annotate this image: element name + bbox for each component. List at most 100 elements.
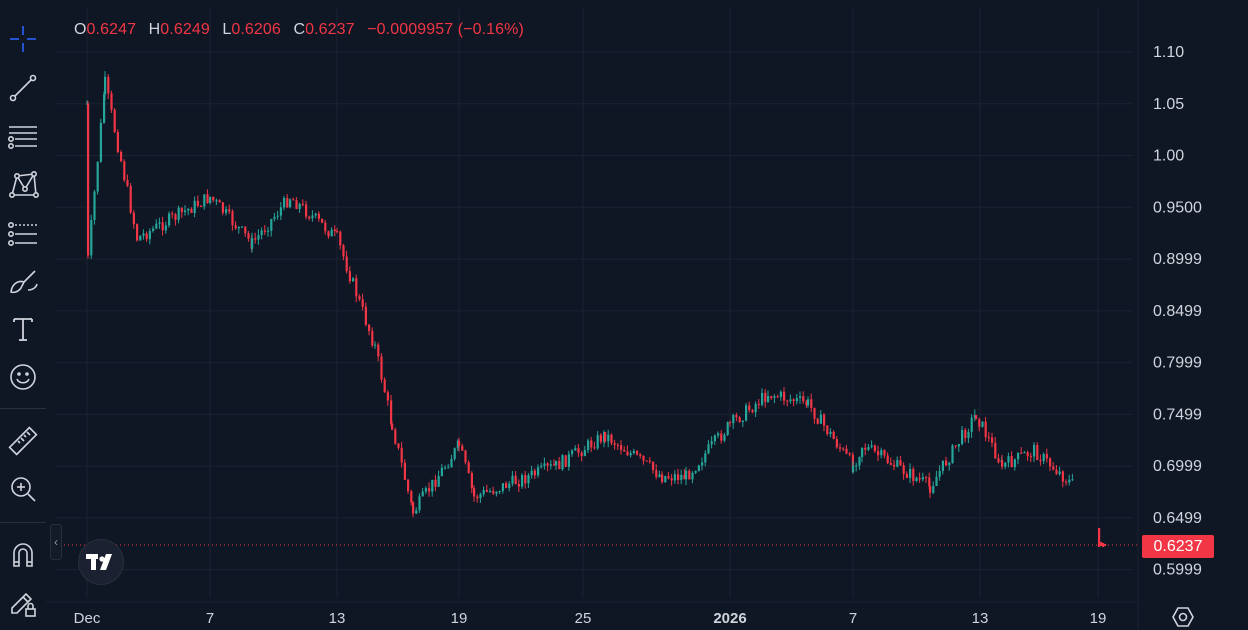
candle-body	[546, 463, 549, 466]
candle-body	[574, 448, 577, 451]
candle-body	[479, 494, 482, 499]
candle-body	[994, 442, 997, 459]
magnet-tool[interactable]	[4, 536, 42, 574]
candle-body	[1001, 460, 1004, 467]
candle-body	[203, 194, 206, 207]
candle-body	[96, 161, 99, 192]
candle-body	[1061, 471, 1064, 482]
candle-body	[713, 435, 716, 442]
candle-body	[792, 399, 795, 402]
candle-body	[896, 460, 899, 467]
candle-body	[729, 422, 732, 424]
candle-body	[767, 396, 770, 402]
candle-body	[852, 465, 855, 473]
candle-body	[456, 440, 459, 449]
crosshair-icon	[10, 26, 36, 52]
x-tick-label: 2026	[713, 610, 746, 627]
candle-body	[748, 405, 751, 411]
candle-body	[918, 477, 921, 480]
candle-body	[540, 465, 543, 468]
ruler-tool[interactable]	[4, 422, 42, 460]
candle-body	[587, 440, 590, 451]
collapse-toolbar-button[interactable]: ‹	[50, 524, 62, 560]
candle-body	[489, 490, 492, 492]
chart-grid	[46, 0, 1139, 630]
candle-body	[333, 229, 336, 232]
candle-body	[1013, 459, 1016, 468]
candle-body	[103, 94, 106, 123]
candle-body	[726, 422, 729, 435]
candle-body	[431, 479, 434, 492]
text-tool[interactable]	[4, 310, 42, 348]
candle-body	[260, 230, 263, 236]
candle-body	[567, 454, 570, 467]
open-label: O	[74, 21, 87, 38]
emoji-tool[interactable]	[4, 358, 42, 396]
candle-body	[339, 231, 342, 246]
zoom-tool[interactable]	[4, 470, 42, 508]
candle-body	[1068, 479, 1071, 483]
candle-body	[324, 222, 327, 232]
candle-body	[616, 444, 619, 446]
horizontal-lines-icon	[7, 126, 37, 149]
candle-body	[93, 191, 96, 220]
candle-body	[732, 415, 735, 424]
candle-body	[1065, 481, 1068, 483]
candle-body	[171, 213, 174, 215]
tradingview-logo[interactable]	[78, 539, 124, 585]
candle-body	[648, 460, 651, 462]
candle-body	[368, 324, 371, 332]
candle-body	[206, 194, 209, 204]
low-value: 0.6206	[231, 21, 281, 38]
candle-body	[835, 439, 838, 448]
candle-body	[967, 431, 970, 438]
candle-body	[964, 429, 967, 438]
candle-body	[928, 477, 931, 486]
x-tick-label: 13	[329, 610, 346, 627]
candle-body	[247, 233, 250, 239]
candle-body	[495, 491, 498, 494]
y-tick-label: 0.6499	[1153, 510, 1202, 527]
trendline-tool[interactable]	[4, 69, 42, 107]
pattern-tool[interactable]	[4, 165, 42, 203]
candle-body	[571, 450, 574, 455]
candle-body	[348, 271, 351, 282]
candle-body	[407, 479, 410, 492]
candle-body	[421, 491, 424, 497]
candle-body	[1004, 462, 1007, 467]
forecast-tool[interactable]	[4, 214, 42, 252]
brush-tool[interactable]	[4, 262, 42, 300]
candle-body	[553, 464, 556, 466]
candle-body	[893, 464, 896, 467]
candle-body	[1039, 460, 1042, 462]
candle-body	[957, 444, 960, 447]
candles	[86, 71, 1107, 547]
candle-body	[355, 278, 358, 297]
candle-body	[358, 296, 361, 300]
candle-body	[886, 455, 889, 464]
candle-body	[961, 429, 964, 445]
candle-body	[1049, 458, 1052, 467]
candle-body	[1052, 466, 1055, 470]
chart-settings-button[interactable]	[1170, 604, 1196, 630]
candle-body	[1100, 541, 1103, 546]
last-price-tag: 0.6237	[1142, 535, 1214, 558]
horizontal-lines-tool[interactable]	[4, 117, 42, 155]
candle-body	[770, 396, 773, 398]
candle-body	[470, 472, 473, 489]
lock-drawings-tool[interactable]	[4, 585, 42, 623]
x-tick-label: 25	[575, 610, 592, 627]
open-value: 0.6247	[86, 21, 137, 38]
crosshair-tool[interactable]	[4, 20, 42, 58]
y-tick-label: 0.7499	[1153, 406, 1202, 423]
candle-body	[330, 229, 333, 237]
magnet-icon	[13, 543, 33, 567]
candle-body	[314, 213, 317, 216]
candle-body	[861, 447, 864, 458]
candle-body	[196, 200, 199, 207]
candle-body	[155, 223, 158, 229]
candle-body	[391, 423, 394, 430]
emoji-icon	[10, 364, 36, 390]
candle-body	[184, 210, 187, 213]
